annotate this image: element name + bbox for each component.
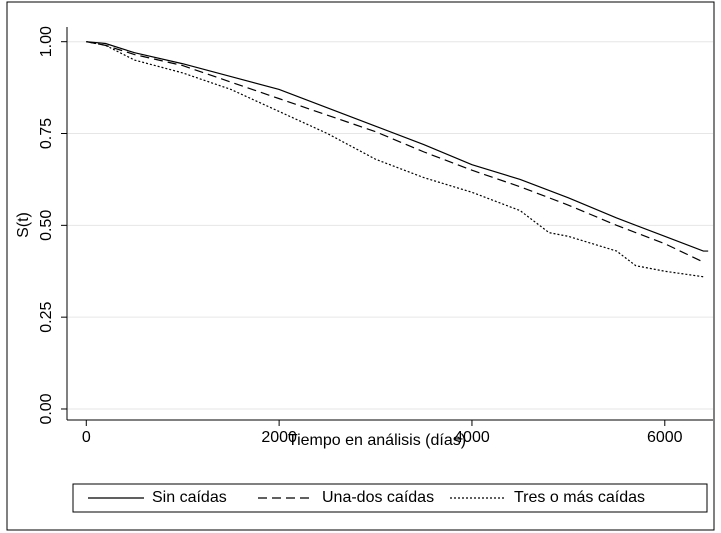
y-tick-label: 0.50 — [38, 210, 55, 241]
x-tick-label: 6000 — [647, 429, 683, 446]
y-tick-label: 0.75 — [38, 118, 55, 149]
y-tick-label: 1.00 — [38, 26, 55, 57]
y-axis-title: S(t) — [15, 212, 32, 238]
x-tick-label: 2000 — [261, 429, 297, 446]
x-tick-label: 4000 — [454, 429, 490, 446]
legend-box — [72, 483, 708, 513]
survival-line — [86, 41, 704, 263]
x-axis-title: Tiempo en análisis (días) — [288, 432, 466, 449]
survival-line — [86, 41, 709, 252]
survival-line — [86, 41, 704, 278]
y-tick-label: 0.25 — [38, 301, 55, 332]
legend-label: Tres o más caídas — [514, 489, 645, 506]
y-tick-label: 0.00 — [38, 393, 55, 424]
legend-label: Una-dos caídas — [322, 489, 434, 506]
legend-label: Sin caídas — [152, 489, 227, 506]
frame — [6, 1, 715, 531]
x-tick-label: 0 — [82, 429, 91, 446]
